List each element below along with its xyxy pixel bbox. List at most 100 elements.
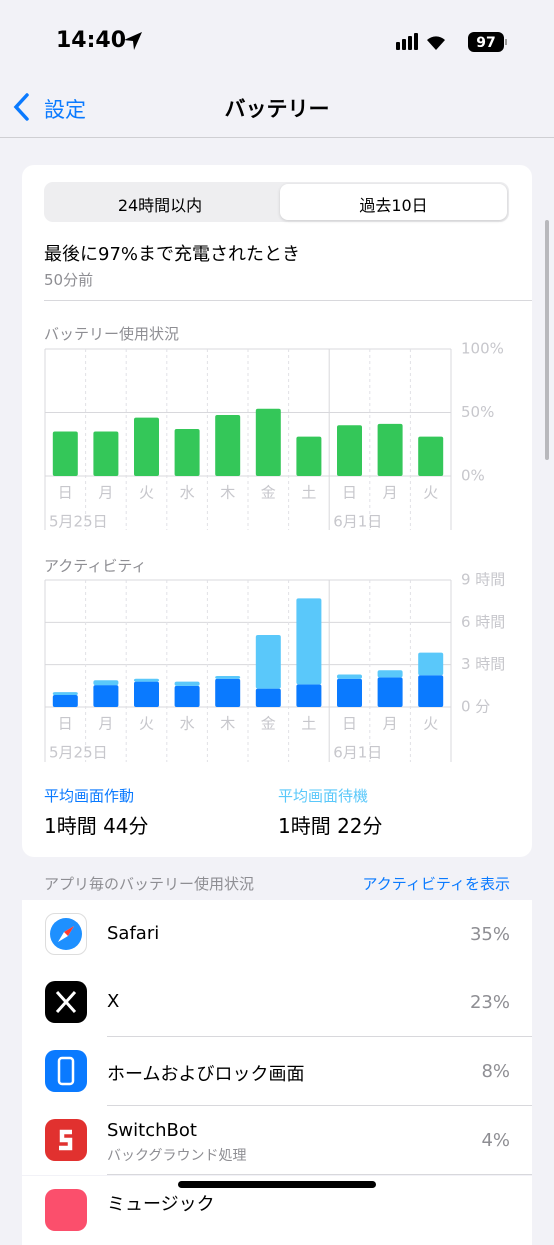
app-row[interactable]: SwitchBot バックグラウンド処理 4% <box>22 1106 532 1175</box>
bar-segment <box>296 598 322 685</box>
app-name: ミュージック <box>107 1194 215 1215</box>
status-icons: 97 <box>396 32 507 52</box>
last-charge-title: 最後に97%まで充電されたとき <box>44 244 301 265</box>
app-percent: 8% <box>481 1061 510 1082</box>
bar-segment <box>418 675 444 707</box>
bar-segment <box>134 681 159 707</box>
x-tick-label: 土 <box>301 484 316 502</box>
back-button[interactable]: 設定 <box>44 98 86 122</box>
bar-segment <box>255 635 281 689</box>
bar <box>215 415 241 476</box>
x-tick-label: 月 <box>98 715 113 733</box>
chart-title: バッテリー使用状況 <box>44 325 180 343</box>
bar-segment <box>337 678 362 707</box>
app-subtitle: バックグラウンド処理 <box>107 1148 247 1164</box>
separator <box>107 1105 532 1106</box>
app-name: X <box>107 991 120 1012</box>
bar-segment <box>296 684 322 707</box>
home-indicator <box>178 1181 376 1188</box>
x-tick-label: 日 <box>58 484 73 502</box>
segment[interactable]: 過去10日 <box>359 196 428 215</box>
y-tick-label: 0% <box>461 467 485 485</box>
show-activity-link[interactable]: アクティビティを表示 <box>362 875 510 893</box>
bar-segment <box>52 695 78 707</box>
nav-title: バッテリー <box>224 97 330 121</box>
x-tick-label: 火 <box>423 484 438 502</box>
date-label: 6月1日 <box>333 513 382 531</box>
bar <box>52 431 78 476</box>
y-tick-label: 9 時間 <box>461 571 505 589</box>
time: 14:40 <box>56 28 127 53</box>
average-value: 1時間 22分 <box>278 814 383 838</box>
bar-segment <box>52 692 78 696</box>
app-row[interactable]: X 23% <box>22 968 532 1037</box>
bar-segment <box>337 674 362 679</box>
date-label: 5月25日 <box>49 744 108 762</box>
bar-segment <box>255 688 281 707</box>
x-tick-label: 火 <box>139 715 154 733</box>
nav-separator <box>0 137 554 138</box>
date-label: 6月1日 <box>333 744 382 762</box>
card <box>22 165 532 857</box>
music-icon <box>45 1189 87 1231</box>
separator <box>107 1036 532 1037</box>
app-name: Safari <box>107 923 160 944</box>
bar <box>418 436 444 476</box>
chart-title: アクティビティ <box>44 557 147 575</box>
x-tick-label: 月 <box>383 484 398 502</box>
segment[interactable]: 24時間以内 <box>117 196 203 215</box>
app-name: ホームおよびロック画面 <box>107 1064 305 1085</box>
bar <box>337 425 362 476</box>
x-tick-label: 水 <box>180 715 195 733</box>
app-row[interactable]: Safari 35% <box>22 900 532 969</box>
x-tick-label: 木 <box>220 484 235 502</box>
y-tick-label: 50% <box>461 403 494 421</box>
bar <box>93 431 119 476</box>
x-tick-label: 土 <box>301 715 316 733</box>
x-tick-label: 金 <box>261 715 276 733</box>
x-tick-label: 火 <box>139 484 154 502</box>
y-tick-label: 3 時間 <box>461 655 505 673</box>
separator <box>44 300 532 301</box>
app-name: SwitchBot <box>107 1120 197 1141</box>
x-tick-label: 木 <box>220 715 235 733</box>
screen: 14:40 97 設定 バッテリー 24時間以内 過去10日 最後に97%まで充… <box>0 28 554 1245</box>
bar-segment <box>134 678 159 682</box>
bar-segment <box>215 678 241 707</box>
x-tick-label: 水 <box>180 484 195 502</box>
x-tick-label: 金 <box>261 484 276 502</box>
safari-icon <box>45 913 87 955</box>
segment-active <box>280 184 507 220</box>
bar-segment <box>93 680 119 686</box>
y-tick-label: 100% <box>461 340 504 358</box>
location-icon <box>124 32 142 50</box>
x-tick-label: 日 <box>342 715 357 733</box>
last-charge-time: 50分前 <box>44 271 94 289</box>
x-tick-label: 火 <box>423 715 438 733</box>
average-label: 平均画面作動 <box>44 787 135 805</box>
separator <box>107 1174 532 1175</box>
home-lock-icon <box>45 1050 87 1092</box>
app-percent: 4% <box>481 1130 510 1151</box>
average-value: 1時間 44分 <box>44 814 149 838</box>
x-tick-label: 月 <box>98 484 113 502</box>
y-tick-label: 6 時間 <box>461 613 505 631</box>
bar-segment <box>377 677 403 707</box>
bar <box>134 417 159 476</box>
bar-segment <box>418 652 444 676</box>
x-tick-label: 日 <box>342 484 357 502</box>
x-tick-label: 日 <box>58 715 73 733</box>
section-title: アプリ毎のバッテリー使用状況 <box>44 875 255 893</box>
switchbot-icon <box>45 1119 87 1161</box>
x-tick-label: 月 <box>383 715 398 733</box>
x-icon <box>45 981 87 1023</box>
back-chevron[interactable] <box>12 92 32 122</box>
battery-level: 97 <box>476 35 495 51</box>
bar <box>255 408 281 476</box>
app-row[interactable]: ホームおよびロック画面 8% <box>22 1037 532 1106</box>
date-label: 5月25日 <box>49 513 108 531</box>
bar <box>296 436 322 476</box>
bar <box>377 423 403 476</box>
scroll-indicator <box>545 220 549 460</box>
bar-segment <box>174 685 200 707</box>
